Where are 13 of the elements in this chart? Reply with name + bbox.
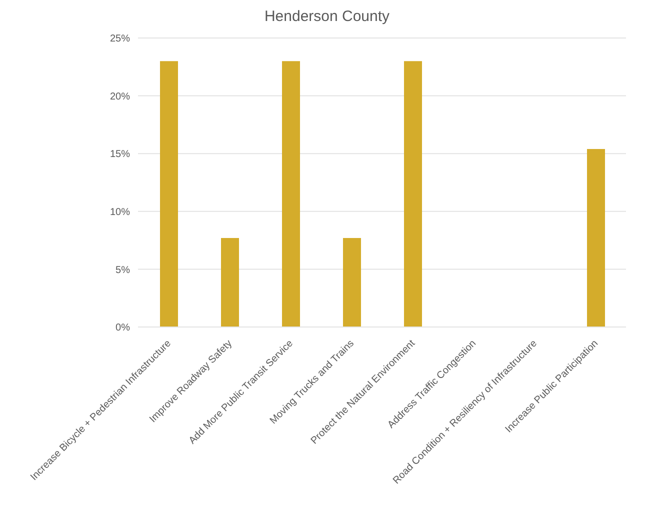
bar bbox=[404, 61, 422, 327]
bar bbox=[343, 238, 361, 327]
y-tick-label: 20% bbox=[110, 91, 130, 102]
y-tick-label: 25% bbox=[110, 34, 130, 45]
y-tick-label: 5% bbox=[116, 264, 130, 276]
y-tick-label: 15% bbox=[110, 149, 130, 160]
bar bbox=[282, 61, 300, 327]
y-tick-label: 0% bbox=[116, 322, 130, 334]
bar bbox=[221, 238, 239, 327]
bar bbox=[160, 61, 178, 327]
y-tick-label: 10% bbox=[110, 206, 130, 218]
bar bbox=[587, 148, 605, 327]
chart-title: Henderson County bbox=[263, 8, 391, 27]
